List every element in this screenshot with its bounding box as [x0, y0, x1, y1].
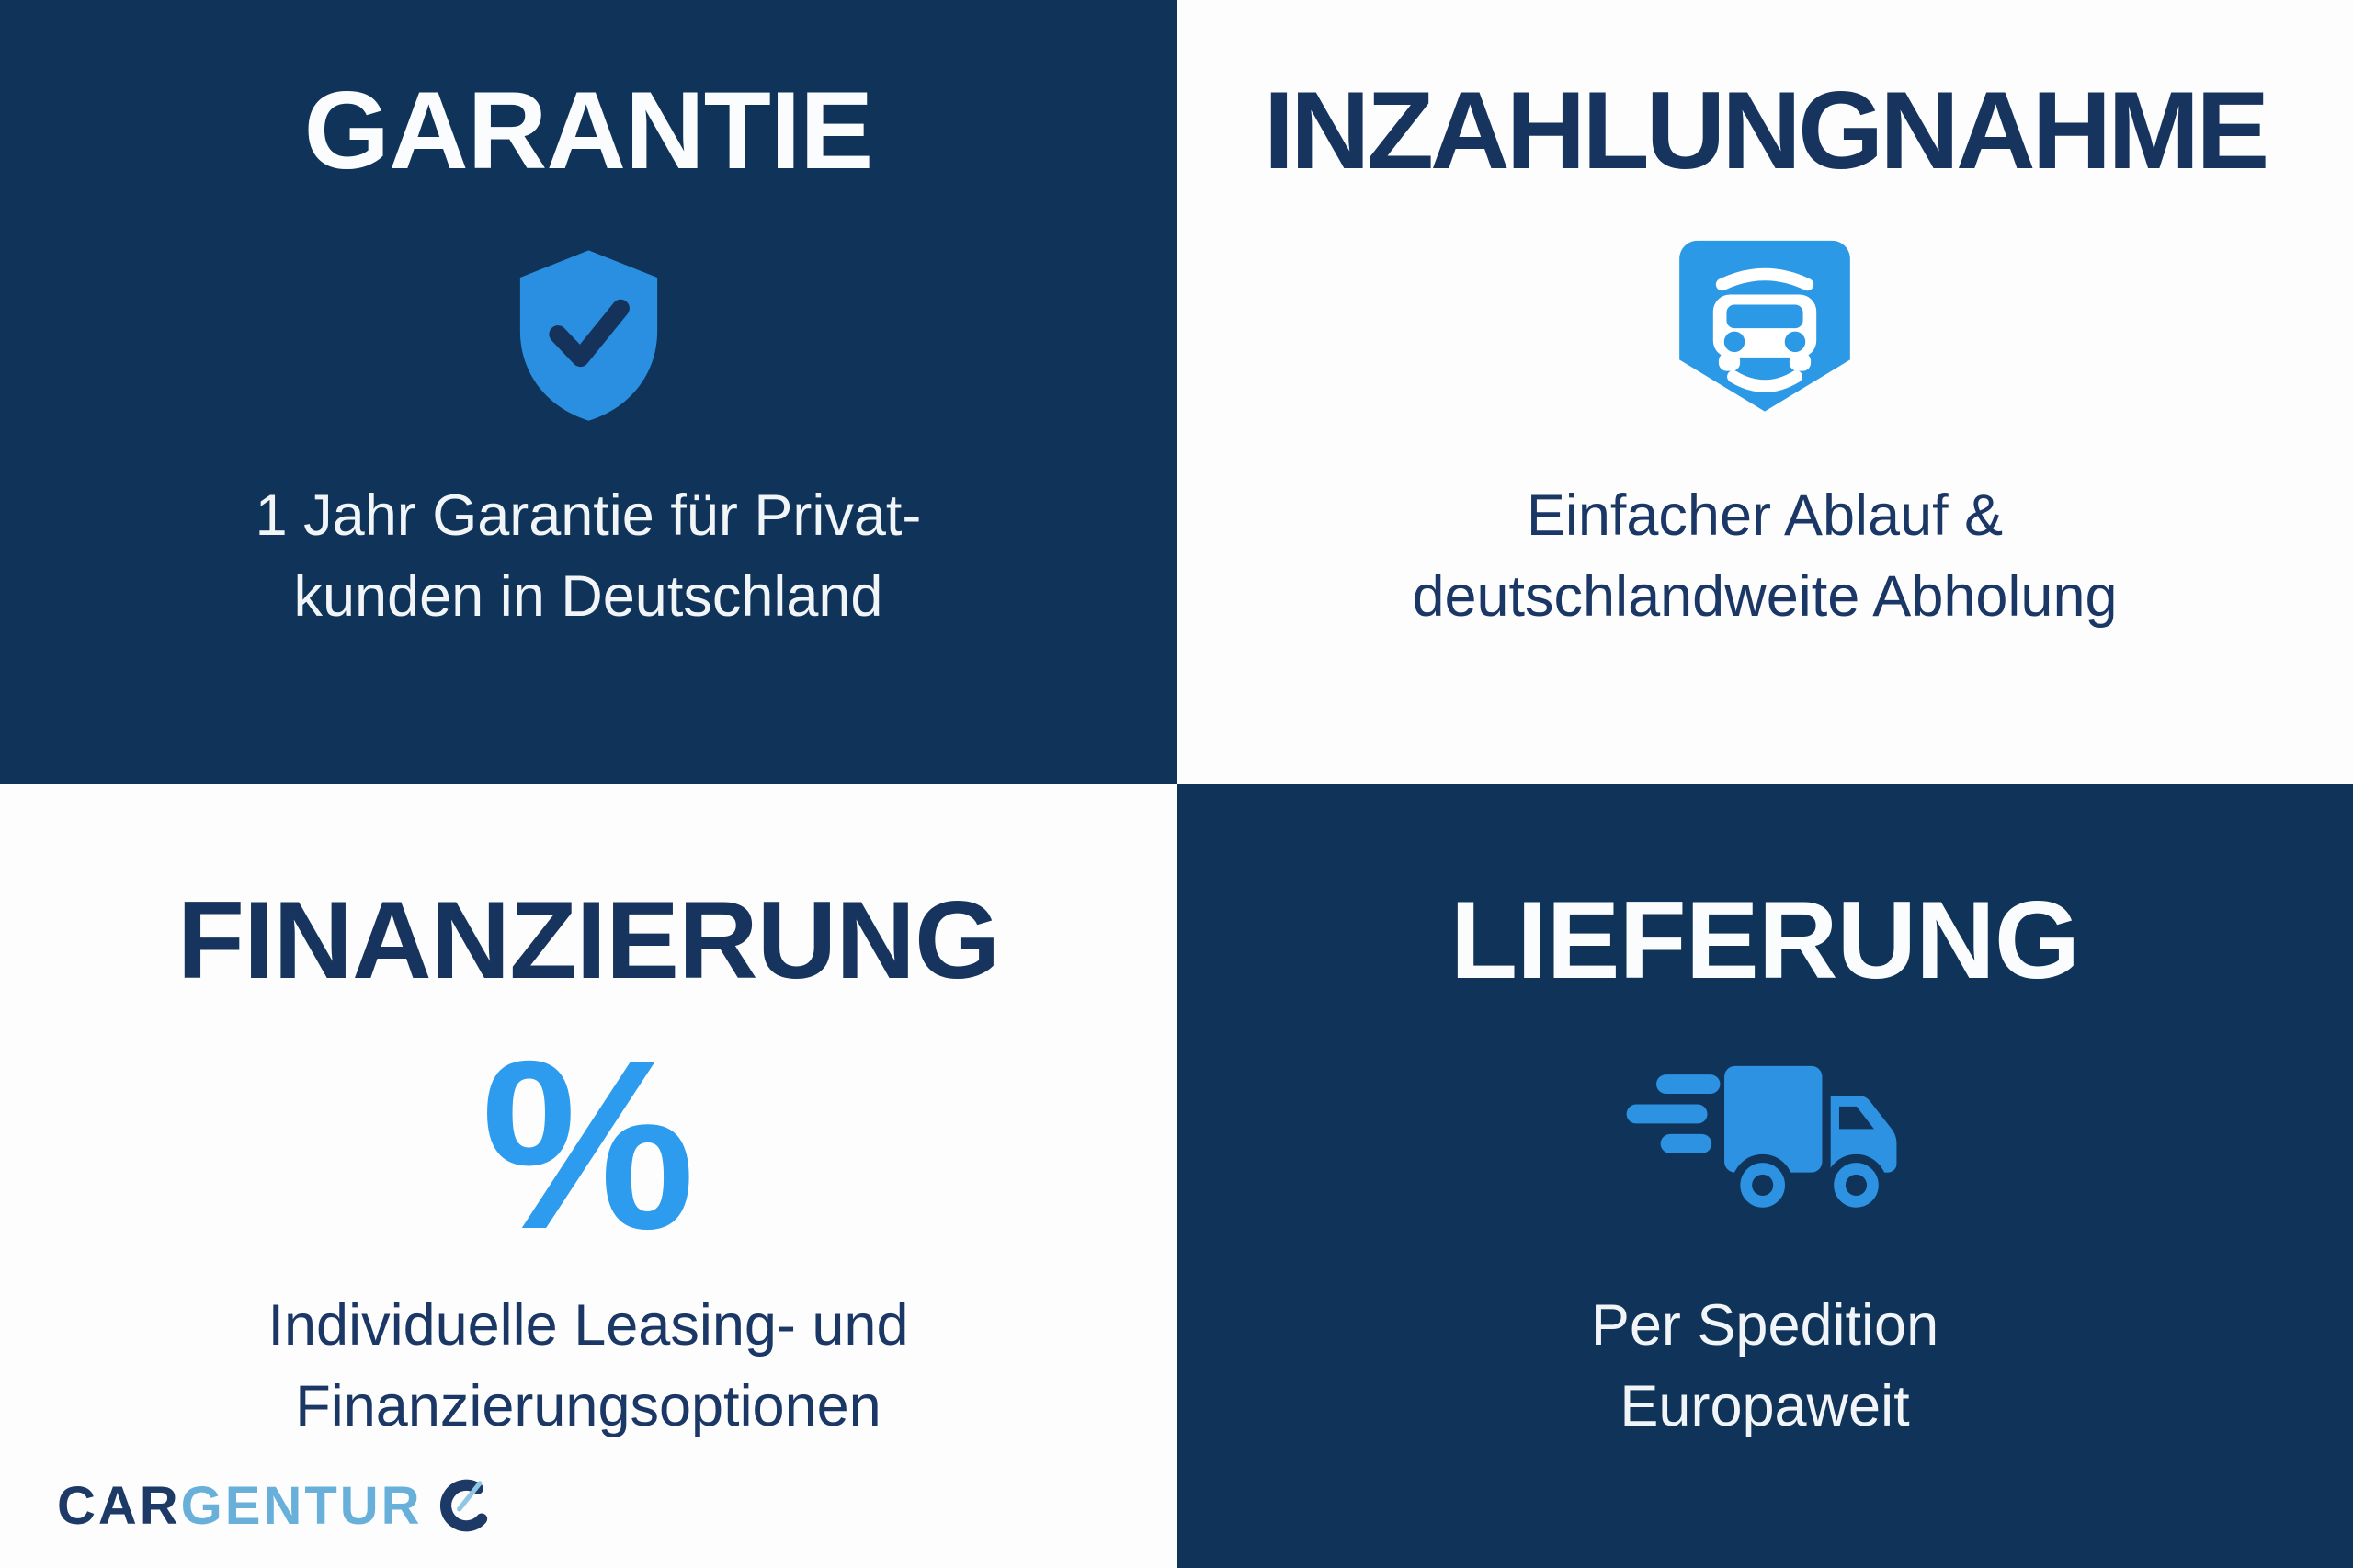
- logo-wordmark: CARGENTUR: [57, 1475, 423, 1537]
- subtitle-line: Per Spedition: [1590, 1293, 1939, 1358]
- lieferung-icon-wrap: [1622, 1041, 1907, 1248]
- quadrant-garantie: GARANTIE 1 Jahr Garantie für Privat- kun…: [0, 0, 1176, 784]
- quadrant-finanzierung: FINANZIERUNG % Individuelle Leasing- und…: [0, 784, 1176, 1568]
- inzahlungnahme-icon-wrap: [1675, 232, 1855, 438]
- percent-icon: %: [481, 1010, 696, 1279]
- subtitle-line: 1 Jahr Garantie für Privat-: [255, 483, 922, 548]
- car-badge-icon: [1679, 240, 1850, 412]
- shield-check-icon: [519, 249, 657, 421]
- subtitle-line: Europaweit: [1620, 1374, 1910, 1438]
- garantie-description: 1 Jahr Garantie für Privat- kunden in De…: [256, 475, 922, 637]
- quadrant-inzahlungnahme: INZAHLUNGNAHME Einfacher Ablauf & deutsc…: [1176, 0, 2353, 784]
- logo-text-gentur: GENTUR: [180, 1476, 423, 1536]
- quadrant-title-finanzierung: FINANZIERUNG: [176, 879, 1001, 1002]
- c-slash-icon: [439, 1479, 487, 1531]
- lieferung-description: Per Spedition Europaweit: [1591, 1285, 1938, 1447]
- subtitle-line: Individuelle Leasing- und: [267, 1293, 909, 1358]
- quadrant-lieferung: LIEFERUNG Per Spedition Europaweit: [1176, 784, 2353, 1568]
- subtitle-line: Einfacher Ablauf &: [1526, 483, 2004, 548]
- garantie-icon-wrap: [508, 232, 669, 438]
- logo-text-car: CAR: [57, 1476, 181, 1536]
- inzahlungnahme-description: Einfacher Ablauf & deutschlandweite Abho…: [1412, 475, 2117, 637]
- finanzierung-description: Individuelle Leasing- und Finanzierungso…: [268, 1285, 909, 1447]
- quadrant-title-lieferung: LIEFERUNG: [1449, 879, 2080, 1002]
- cargentur-logo: CARGENTUR: [57, 1475, 498, 1537]
- subtitle-line: kunden in Deutschland: [293, 564, 883, 629]
- truck-icon: [1626, 1065, 1897, 1216]
- subtitle-line: Finanzierungsoptionen: [295, 1374, 881, 1438]
- quadrant-title-garantie: GARANTIE: [303, 69, 874, 192]
- quadrant-title-inzahlungnahme: INZAHLUNGNAHME: [1263, 69, 2270, 192]
- subtitle-line: deutschlandweite Abholung: [1412, 564, 2118, 629]
- finanzierung-icon-wrap: %: [481, 1010, 696, 1279]
